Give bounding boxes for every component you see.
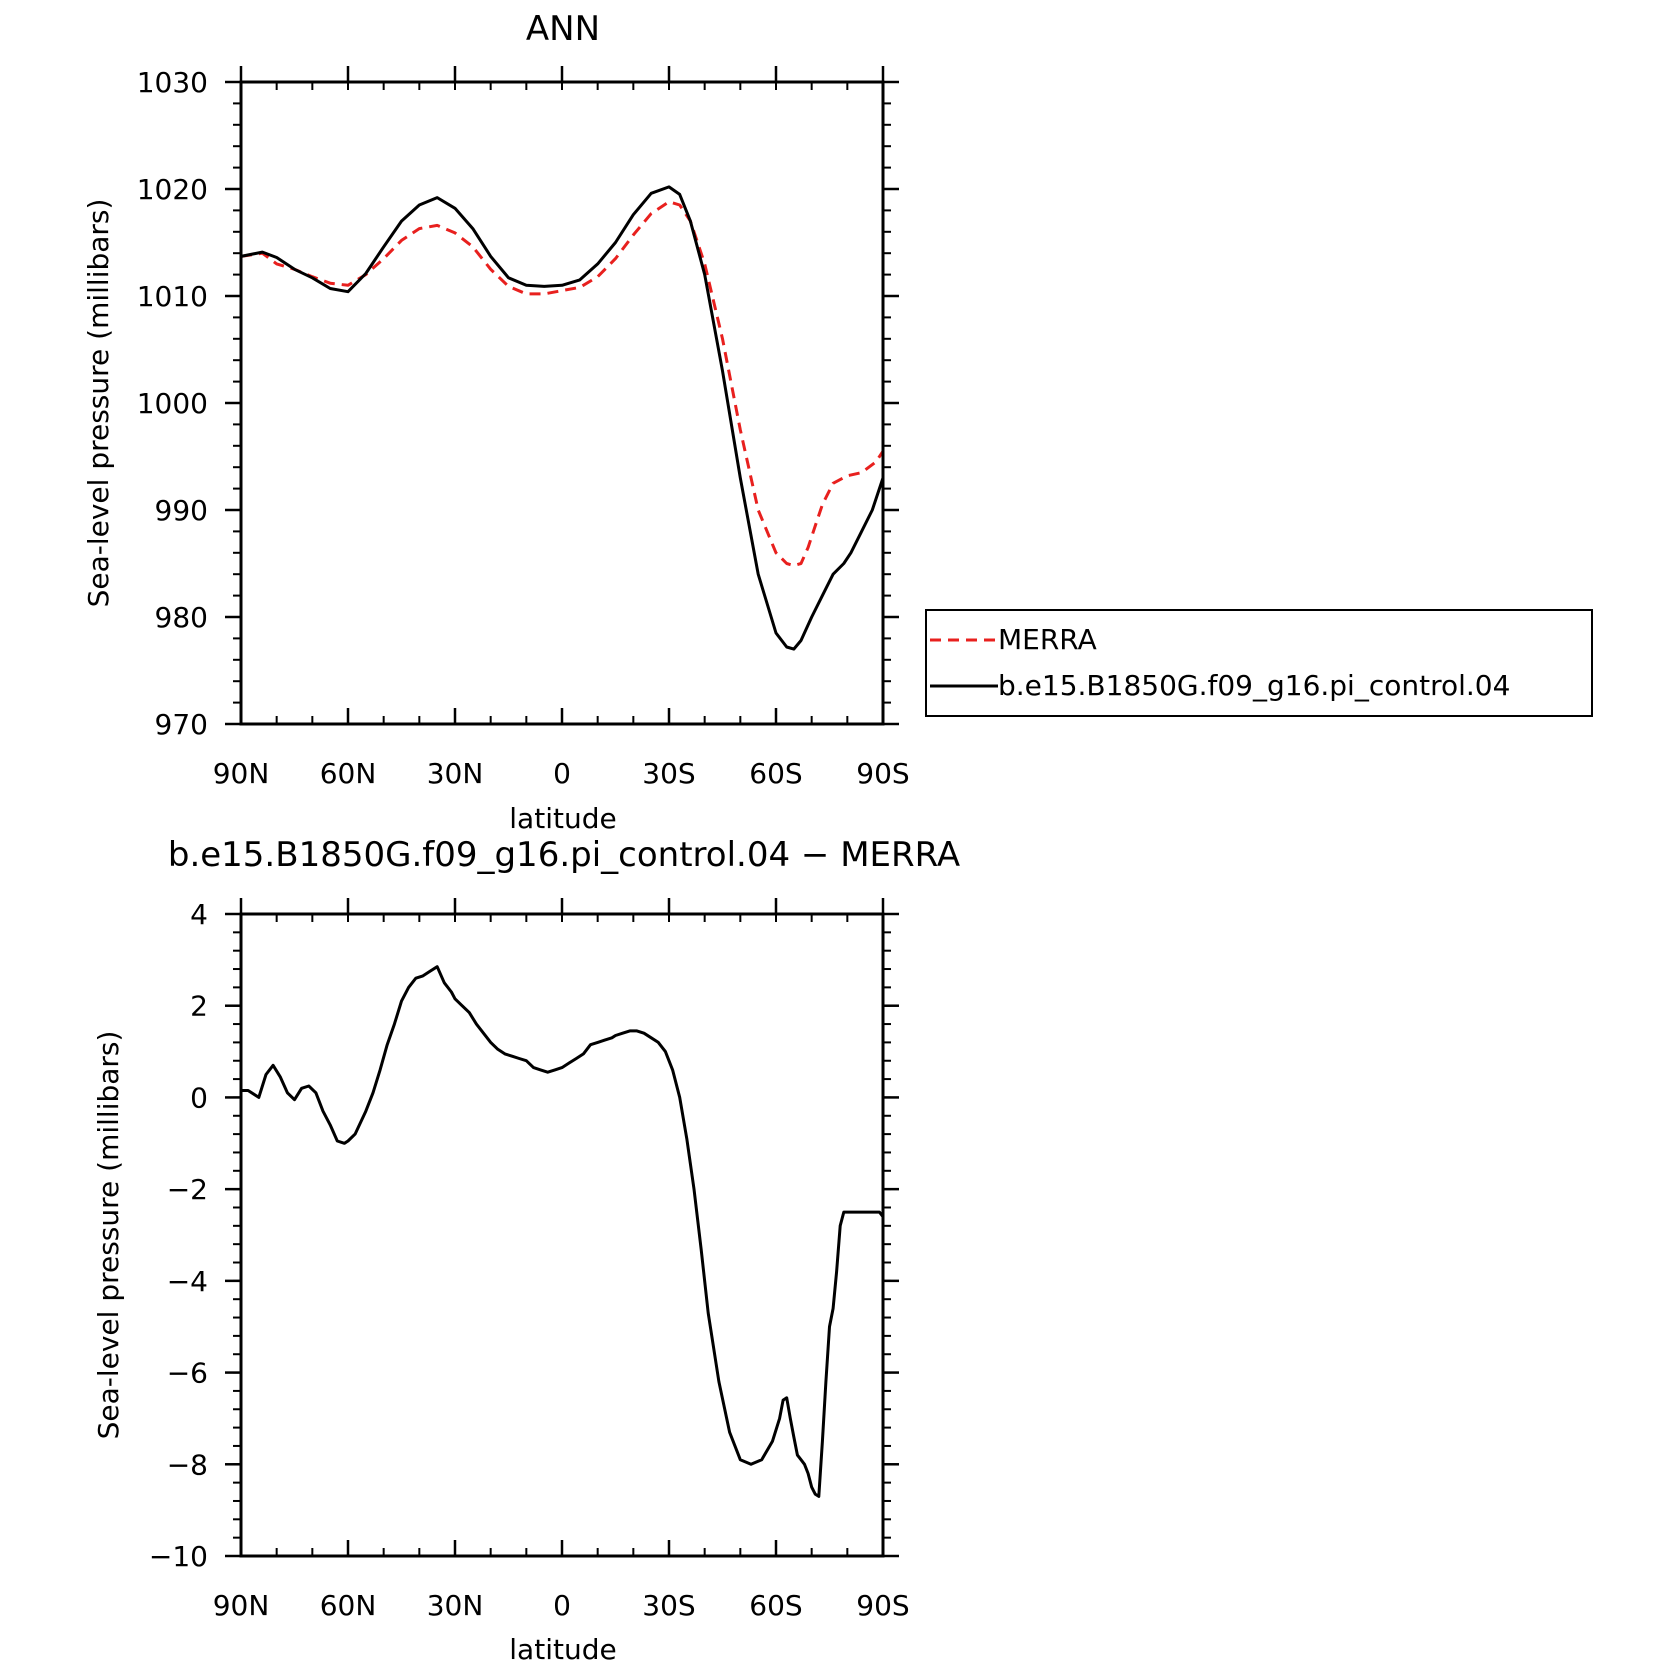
- legend-label-merra: MERRA: [998, 623, 1097, 656]
- x-tick-label: 60S: [749, 1589, 802, 1622]
- y-tick-label: 980: [155, 601, 208, 634]
- y-axis-title: Sea-level pressure (millibars): [82, 199, 115, 608]
- y-tick-label: 2: [190, 990, 208, 1023]
- difference-panel: b.e15.B1850G.f09_g16.pi_control.04 − MER…: [92, 835, 960, 1663]
- plot-frame: [239, 80, 885, 726]
- x-axis-title: latitude: [509, 802, 616, 835]
- x-tick-label: 90S: [856, 757, 909, 790]
- x-tick-label: 60N: [320, 1589, 377, 1622]
- y-tick-label: 1010: [137, 280, 208, 313]
- legend-box: [925, 609, 1593, 717]
- plot-area: 90N 60N 30N 0 30S 60S 90S 970 980 990 1000 1010 1020…: [137, 66, 910, 790]
- x-tick-label: 60S: [749, 757, 802, 790]
- plot-area: 90N 60N 30N 0 30S 60S 90S −10 −8 −6 −4 −2 0 2 4: [149, 898, 910, 1622]
- annual-mean-panel: ANN 90N 60N 30N 0 30S 60S 90S 970 980 990 1000 1010…: [82, 9, 1593, 835]
- y-tick-label: −2: [167, 1173, 208, 1206]
- x-tick-label: 30S: [642, 1589, 695, 1622]
- x-tick-label: 0: [553, 1589, 571, 1622]
- y-tick-label: 970: [155, 708, 208, 741]
- y-tick-label: 0: [190, 1081, 208, 1114]
- y-tick-label: 1000: [137, 387, 208, 420]
- y-tick-label: −6: [167, 1357, 208, 1390]
- x-tick-label: 90N: [213, 1589, 270, 1622]
- panel-title: b.e15.B1850G.f09_g16.pi_control.04 − MER…: [168, 835, 960, 875]
- x-tick-label: 30N: [427, 1589, 484, 1622]
- x-tick-label: 30N: [427, 757, 484, 790]
- y-tick-label: 990: [155, 494, 208, 527]
- x-tick-label: 60N: [320, 757, 377, 790]
- legend-label-model: b.e15.B1850G.f09_g16.pi_control.04: [998, 669, 1510, 702]
- plot-frame: [239, 912, 885, 1558]
- x-axis-title: latitude: [509, 1633, 616, 1663]
- y-axis-title: Sea-level pressure (millibars): [92, 1031, 125, 1440]
- panel-title: ANN: [526, 9, 600, 49]
- y-tick-label: 1030: [137, 66, 208, 99]
- series-line-0: [241, 965, 885, 1498]
- legend: MERRA b.e15.B1850G.f09_g16.pi_control.04: [925, 609, 1593, 717]
- x-tick-label: 0: [553, 757, 571, 790]
- y-tick-label: 1020: [137, 173, 208, 206]
- x-tick-label: 30S: [642, 757, 695, 790]
- x-tick-label: 90S: [856, 1589, 909, 1622]
- y-tick-label: −4: [167, 1265, 208, 1298]
- y-tick-label: 4: [190, 898, 208, 931]
- series-line-b-e15-b1850g-f09-g16-pi-control-04: [240, 185, 885, 651]
- y-tick-label: −8: [167, 1448, 208, 1481]
- y-tick-label: −10: [149, 1540, 208, 1573]
- series-line-merra: [240, 200, 885, 568]
- x-tick-label: 90N: [213, 757, 270, 790]
